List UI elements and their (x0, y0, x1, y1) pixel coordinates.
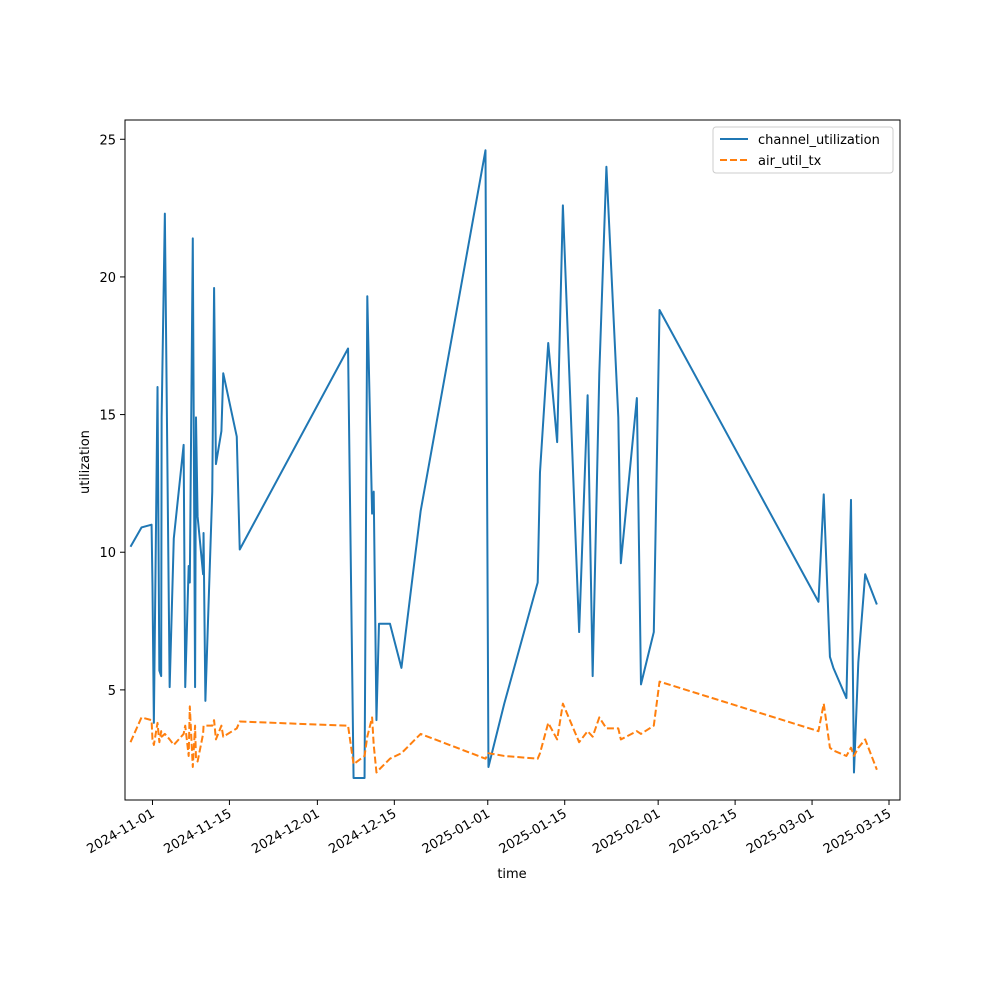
x-tick-label: 2025-02-15 (667, 806, 740, 857)
x-tick-label: 2025-03-15 (821, 806, 894, 857)
y-axis-title: utilization (78, 430, 93, 494)
x-tick-label: 2024-12-01 (249, 806, 322, 857)
plot-frame (124, 119, 901, 801)
series-line-air-util-tx (129, 680, 878, 774)
x-axis-title: time (497, 867, 526, 882)
x-axis: 2024-11-01 2024-11-15 2024-12-01 2024-12-15… (85, 800, 894, 857)
x-tick-label: 2024-11-01 (85, 806, 158, 857)
y-tick-label: 15 (99, 409, 116, 424)
legend-box (712, 126, 894, 174)
x-tick-label: 2025-01-15 (497, 806, 570, 857)
series-line-channel-utilization (129, 149, 878, 779)
y-tick-label: 10 (99, 546, 116, 561)
legend-label-channel-utilization: channel_utilization (758, 133, 880, 148)
legend: channel_utilization air_util_tx (712, 126, 894, 174)
series-layer (129, 149, 878, 779)
y-tick-label: 5 (108, 684, 116, 699)
x-tick-label: 2025-01-01 (420, 806, 493, 857)
x-tick-label: 2025-02-01 (590, 806, 663, 857)
y-axis: 5 10 15 20 25 (99, 133, 125, 699)
y-tick-label: 20 (99, 271, 116, 286)
legend-label-air-util-tx: air_util_tx (758, 154, 822, 169)
x-tick-label: 2024-12-15 (326, 806, 399, 857)
x-tick-label: 2024-11-15 (161, 806, 234, 857)
y-tick-label: 25 (99, 133, 116, 148)
x-tick-label: 2025-03-01 (744, 806, 817, 857)
